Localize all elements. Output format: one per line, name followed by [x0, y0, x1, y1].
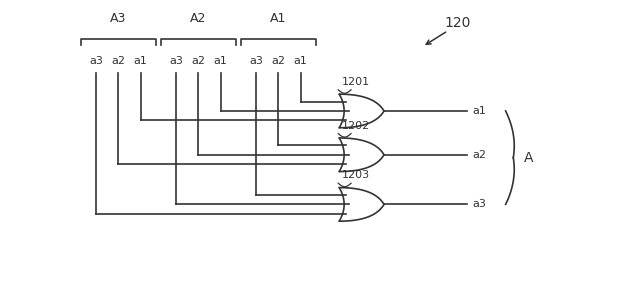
Text: a3: a3 [249, 56, 263, 66]
Text: a2: a2 [472, 150, 486, 160]
Text: a1: a1 [214, 56, 228, 66]
Text: a3: a3 [169, 56, 183, 66]
Text: a2: a2 [191, 56, 205, 66]
Text: A1: A1 [270, 13, 287, 25]
Text: A3: A3 [110, 13, 127, 25]
Text: a1: a1 [472, 106, 486, 116]
Text: A: A [524, 151, 533, 165]
Text: a2: a2 [111, 56, 125, 66]
Text: 1202: 1202 [342, 121, 370, 131]
Text: 1201: 1201 [342, 77, 369, 87]
Text: 1203: 1203 [342, 170, 369, 180]
Text: a2: a2 [271, 56, 285, 66]
Text: A2: A2 [190, 13, 207, 25]
Text: 120: 120 [445, 16, 471, 30]
Text: a1: a1 [134, 56, 148, 66]
Text: a3: a3 [472, 199, 486, 209]
Text: a1: a1 [294, 56, 308, 66]
Text: a3: a3 [89, 56, 103, 66]
